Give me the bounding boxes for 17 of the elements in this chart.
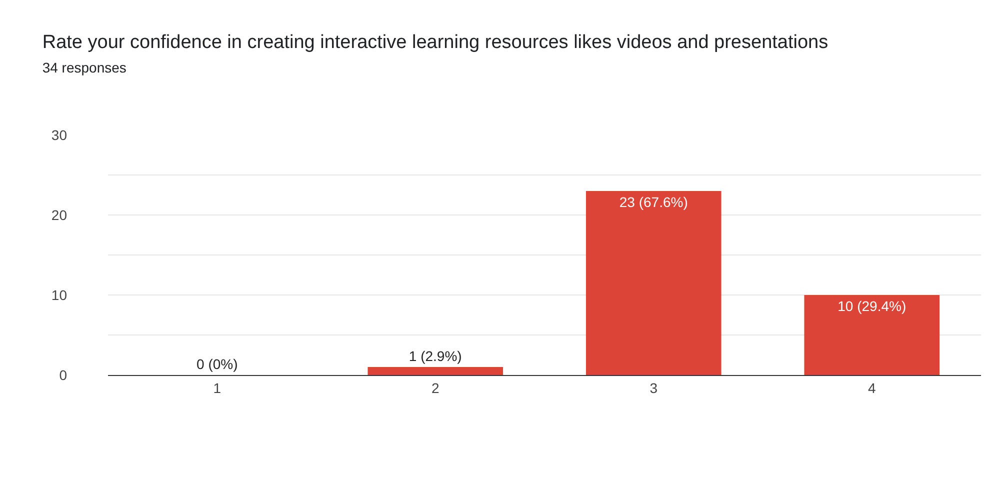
bar xyxy=(368,367,504,375)
bar xyxy=(804,295,940,375)
data-label: 23 (67.6%) xyxy=(619,194,688,210)
x-tick-label: 4 xyxy=(868,380,876,396)
x-tick-label: 3 xyxy=(650,380,658,396)
chart-subtitle: 34 responses xyxy=(42,60,126,76)
chart-title: Rate your confidence in creating interactive learning resources likes videos and presentations xyxy=(42,32,828,53)
y-tick-label: 30 xyxy=(51,126,68,143)
y-tick-label: 10 xyxy=(51,286,68,303)
data-label: 0 (0%) xyxy=(196,356,238,372)
y-tick-label: 20 xyxy=(51,206,68,223)
x-tick-label: 1 xyxy=(213,380,222,396)
y-tick-label: 0 xyxy=(59,366,68,383)
bar xyxy=(586,191,722,375)
data-label: 10 (29.4%) xyxy=(838,298,906,314)
data-label: 1 (2.9%) xyxy=(408,348,462,364)
x-tick-label: 2 xyxy=(431,380,440,396)
